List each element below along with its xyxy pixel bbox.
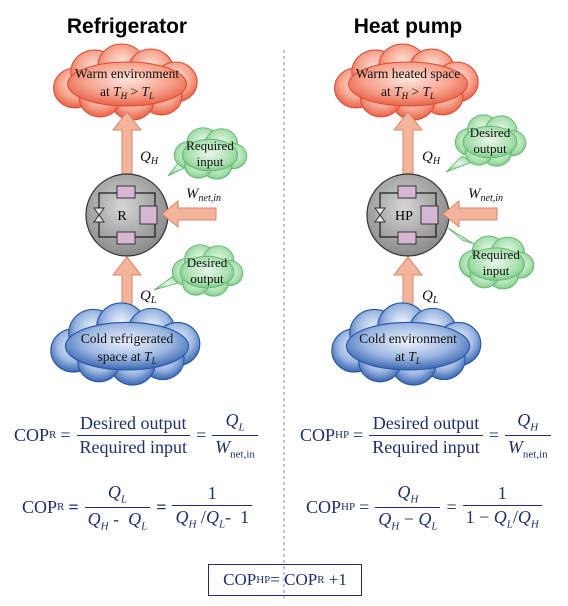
svg-text:output: output [190, 271, 224, 286]
refrigerator-qh-arrow [111, 111, 143, 177]
refrigerator-cold-cloud: Cold refrigerated space at TL [50, 302, 201, 386]
heat-pump-qh-label: QH [422, 149, 441, 167]
refrigerator-device-label: R [117, 209, 127, 224]
hp-warm-cloud-line1: Warm heated space [356, 66, 461, 81]
hp-cold-cloud-line2: at TL [395, 349, 421, 366]
heat-pump-warm-cloud: Warm heated space at TH > TL [334, 43, 479, 121]
cop-hp-heat-form: COP HP = QH QH − QL = 1 1 − QL/QH [306, 482, 544, 532]
cold-cloud-line1: Cold refrigerated [81, 331, 174, 346]
refrigerator-qh-label: QH [140, 149, 159, 167]
svg-text:Required: Required [472, 247, 520, 262]
heat-pump-w-arrow [442, 199, 498, 229]
refrigerator-title: Refrigerator [67, 15, 187, 38]
heat-pump-ql-label: QL [422, 288, 439, 306]
refrigerator-device: R [85, 173, 169, 257]
heat-pump-device: HP [366, 173, 450, 257]
heat-pump-cold-cloud: Cold environment at TL [331, 302, 482, 386]
refrigerator-required-input-bubble: Required input [167, 127, 248, 180]
svg-text:input: input [483, 263, 510, 278]
svg-text:output: output [473, 141, 507, 156]
cop-r-definition: COP R = Desired output Required input = Q… [14, 410, 260, 460]
warm-cloud-line2: at TH > TL [100, 84, 154, 101]
svg-text:Desired: Desired [187, 255, 228, 270]
hp-cold-cloud-line1: Cold environment [359, 331, 457, 346]
heat-pump-device-label: HP [395, 209, 413, 224]
heat-pump-required-input-bubble: Required input [447, 227, 535, 290]
refrigerator-desired-output-bubble: Desired output [153, 244, 244, 297]
cold-cloud-line2: space at TL [97, 349, 156, 366]
heat-pump-w-label: Wnet,in [468, 186, 503, 204]
heat-pump-qh-arrow [392, 111, 424, 177]
hp-warm-cloud-line2: at TH > TL [381, 84, 435, 101]
refrigerator-warm-cloud: Warm environment at TH > TL [53, 43, 198, 121]
heat-pump-title: Heat pump [354, 15, 463, 38]
refrigerator-ql-label: QL [140, 288, 157, 306]
cop-r-heat-form: COP R = QL QH - QL = 1 QH /QL- 1 [22, 482, 254, 532]
svg-text:Desired: Desired [470, 125, 511, 140]
warm-cloud-line1: Warm environment [75, 66, 180, 81]
refrigerator-w-arrow [161, 199, 217, 229]
cop-relation-box: COP HP = COP R +1 [208, 564, 362, 596]
refrigerator-w-label: Wnet,in [186, 186, 221, 204]
svg-text:Required: Required [186, 138, 234, 153]
svg-text:input: input [197, 154, 224, 169]
heat-pump-desired-output-bubble: Desired output [445, 114, 527, 173]
cop-hp-definition: COP HP = Desired output Required input = … [300, 410, 553, 460]
